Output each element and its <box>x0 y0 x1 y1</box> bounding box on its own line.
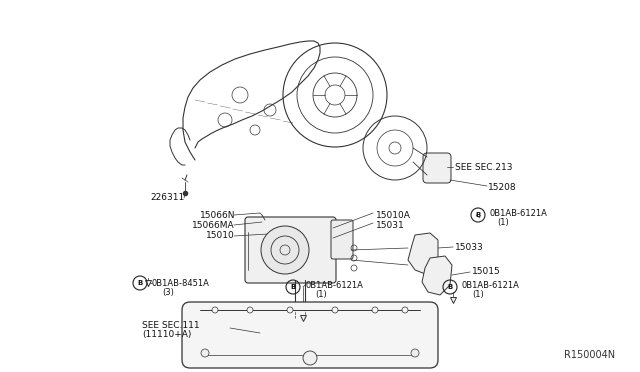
Circle shape <box>261 226 309 274</box>
Text: B: B <box>138 280 143 286</box>
Polygon shape <box>422 256 452 295</box>
Circle shape <box>372 307 378 313</box>
Text: 15031: 15031 <box>376 221 404 230</box>
FancyBboxPatch shape <box>182 302 438 368</box>
FancyBboxPatch shape <box>245 217 336 283</box>
Text: R150004N: R150004N <box>564 350 615 360</box>
Text: 15066MA: 15066MA <box>193 221 235 230</box>
Text: 15208: 15208 <box>488 183 516 192</box>
Circle shape <box>303 351 317 365</box>
FancyBboxPatch shape <box>423 153 451 183</box>
Circle shape <box>201 349 209 357</box>
Circle shape <box>212 307 218 313</box>
Circle shape <box>287 307 293 313</box>
Text: SEE SEC.213: SEE SEC.213 <box>455 164 513 173</box>
Text: 0B1AB-6121A: 0B1AB-6121A <box>462 280 520 289</box>
Text: 15066N: 15066N <box>200 211 235 219</box>
Text: (1): (1) <box>315 291 327 299</box>
Circle shape <box>402 307 408 313</box>
Text: 226311: 226311 <box>151 193 185 202</box>
Text: (11110+A): (11110+A) <box>142 330 191 340</box>
Text: (1): (1) <box>497 218 509 228</box>
Text: 15010A: 15010A <box>376 211 411 219</box>
Text: (1): (1) <box>472 291 484 299</box>
Text: (3): (3) <box>162 289 174 298</box>
Text: 0B1AB-6121A: 0B1AB-6121A <box>490 208 548 218</box>
Text: 0B1AB-6121A: 0B1AB-6121A <box>305 280 363 289</box>
Text: 15010: 15010 <box>206 231 235 241</box>
Polygon shape <box>408 233 438 275</box>
Text: 15015: 15015 <box>472 267 500 276</box>
Circle shape <box>247 307 253 313</box>
Circle shape <box>411 349 419 357</box>
FancyBboxPatch shape <box>331 220 353 259</box>
Text: B: B <box>476 212 481 218</box>
Text: B: B <box>447 284 452 290</box>
Text: SEE SEC.111: SEE SEC.111 <box>142 321 200 330</box>
Circle shape <box>332 307 338 313</box>
Text: 0B1AB-8451A: 0B1AB-8451A <box>152 279 210 288</box>
Text: B: B <box>291 284 296 290</box>
Text: 15033: 15033 <box>455 243 484 251</box>
